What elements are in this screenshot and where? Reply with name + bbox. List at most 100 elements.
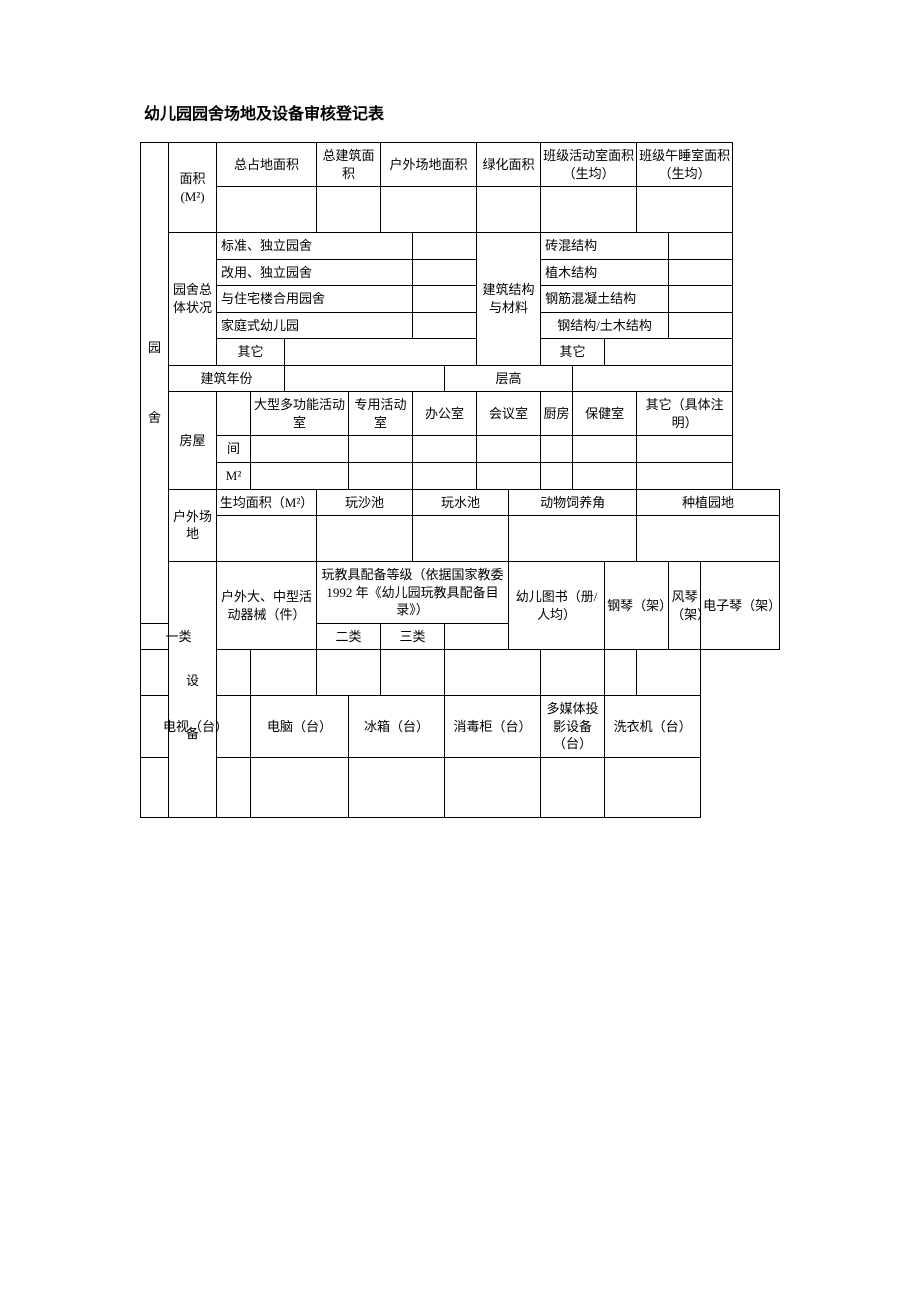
label: 园 (148, 340, 161, 355)
label: (M²) (180, 189, 204, 204)
room-col: 其它（具体注明） (637, 392, 733, 436)
outdoor-col: 动物饲养角 (509, 489, 637, 516)
input-cell[interactable] (477, 463, 541, 490)
eq-col: 洗衣机（台） (605, 696, 701, 758)
section-yuanshe: 园 舍 (141, 143, 169, 624)
input-cell[interactable] (669, 312, 733, 339)
label: 舍 (148, 410, 161, 425)
outdoor-col: 玩沙池 (317, 489, 413, 516)
eq-class: 一类 (141, 623, 217, 650)
rooms-label: 房屋 (169, 392, 217, 489)
bldg-status-label: 园舍总体状况 (169, 233, 217, 366)
input-cell[interactable] (637, 650, 701, 696)
input-cell[interactable] (541, 436, 573, 463)
input-cell[interactable] (541, 463, 573, 490)
input-cell[interactable] (317, 650, 381, 696)
eq-col: 冰箱（台） (349, 696, 445, 758)
input-cell[interactable] (413, 286, 477, 313)
build-year-label: 建筑年份 (169, 365, 285, 392)
input-cell[interactable] (669, 233, 733, 260)
input-cell[interactable] (637, 187, 733, 233)
col-header: 总建筑面积 (317, 143, 381, 187)
label: 设 (186, 673, 199, 688)
bldg-type: 与住宅楼合用园舍 (217, 286, 413, 313)
input-cell[interactable] (541, 757, 605, 817)
col-header: 班级活动室面积（生均） (541, 143, 637, 187)
outdoor-col: 玩水池 (413, 489, 509, 516)
input-cell[interactable] (141, 757, 251, 817)
room-col: 大型多功能活动室 (251, 392, 349, 436)
input-cell[interactable] (285, 339, 477, 366)
room-col: 办公室 (413, 392, 477, 436)
input-cell[interactable] (217, 187, 317, 233)
outdoor-col: 种植园地 (637, 489, 780, 516)
input-cell[interactable] (573, 365, 733, 392)
input-cell[interactable] (573, 436, 637, 463)
bldg-other: 其它 (217, 339, 285, 366)
input-cell[interactable] (251, 757, 349, 817)
form-table: 园 舍 面积 (M²) 总占地面积 总建筑面积 户外场地面积 绿化面积 班级活动… (140, 142, 780, 818)
room-col: 专用活动室 (349, 392, 413, 436)
struct-type: 砖混结构 (541, 233, 669, 260)
input-cell[interactable] (349, 757, 445, 817)
input-cell[interactable] (251, 650, 317, 696)
input-cell[interactable] (413, 312, 477, 339)
col-header: 户外场地面积 (381, 143, 477, 187)
bldg-type: 标准、独立园舍 (217, 233, 413, 260)
eq-class: 二类 (317, 623, 381, 650)
bldg-type: 改用、独立园舍 (217, 259, 413, 286)
input-cell[interactable] (285, 365, 445, 392)
area-label: 面积 (M²) (169, 143, 217, 233)
input-cell[interactable] (541, 187, 637, 233)
struct-other: 其它 (541, 339, 605, 366)
input-cell[interactable] (381, 187, 477, 233)
eq-col: 多媒体投影设备（台） (541, 696, 605, 758)
input-cell[interactable] (251, 463, 349, 490)
input-cell[interactable] (413, 259, 477, 286)
eq-col: 玩教具配备等级（依据国家教委 1992 年《幼儿园玩教具配备目录》） (317, 562, 509, 624)
floor-height-label: 层高 (445, 365, 573, 392)
input-cell[interactable] (413, 463, 477, 490)
eq-col: 幼儿图书（册/人均） (509, 562, 605, 650)
input-cell[interactable] (349, 436, 413, 463)
struct-type: 植木结构 (541, 259, 669, 286)
input-cell[interactable] (605, 339, 733, 366)
input-cell[interactable] (509, 516, 637, 562)
input-cell[interactable] (477, 187, 541, 233)
input-cell[interactable] (605, 757, 701, 817)
input-cell[interactable] (637, 516, 780, 562)
eq-col: 电子琴（架） (701, 562, 780, 650)
input-cell[interactable] (605, 650, 637, 696)
input-cell[interactable] (413, 436, 477, 463)
col-header: 班级午睡室面积（生均） (637, 143, 733, 187)
input-cell[interactable] (317, 187, 381, 233)
eq-col: 户外大、中型活动器械（件） (217, 562, 317, 650)
input-cell[interactable] (217, 516, 317, 562)
rooms-unit-m2: M² (217, 463, 251, 490)
input-cell[interactable] (445, 650, 541, 696)
room-col: 保健室 (573, 392, 637, 436)
rooms-unit-jian: 间 (217, 436, 251, 463)
input-cell[interactable] (573, 463, 637, 490)
input-cell[interactable] (381, 650, 445, 696)
outdoor-avg: 生均面积（M²） (217, 489, 317, 516)
input-cell[interactable] (477, 436, 541, 463)
input-cell[interactable] (669, 259, 733, 286)
eq-col: 电脑（台） (251, 696, 349, 758)
eq-col: 电视（台） (141, 696, 251, 758)
col-header: 绿化面积 (477, 143, 541, 187)
col-header: 总占地面积 (217, 143, 317, 187)
input-cell[interactable] (445, 757, 541, 817)
input-cell[interactable] (317, 516, 413, 562)
input-cell[interactable] (637, 436, 733, 463)
input-cell[interactable] (413, 233, 477, 260)
room-col: 会议室 (477, 392, 541, 436)
input-cell[interactable] (669, 286, 733, 313)
input-cell[interactable] (349, 463, 413, 490)
bldg-type: 家庭式幼儿园 (217, 312, 413, 339)
input-cell[interactable] (251, 436, 349, 463)
input-cell[interactable] (637, 463, 733, 490)
input-cell[interactable] (413, 516, 509, 562)
input-cell[interactable] (541, 650, 605, 696)
outdoor-section: 户外场地 (169, 489, 217, 562)
